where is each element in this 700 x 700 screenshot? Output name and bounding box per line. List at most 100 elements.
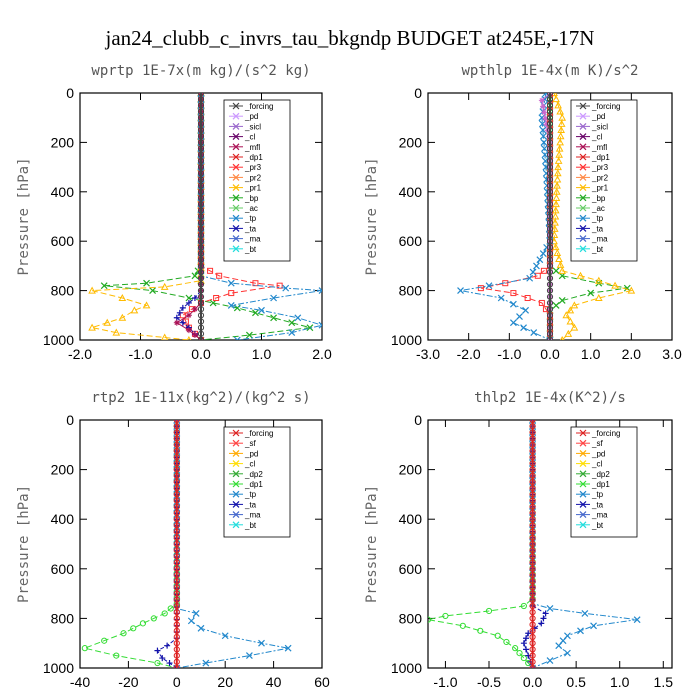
y-tick-label: 600 <box>51 561 75 577</box>
series-marker <box>552 200 560 208</box>
panel-title: wprtp 1E-7x(m kg)/(s^2 kg) <box>91 63 310 79</box>
y-tick-label: 400 <box>399 184 423 200</box>
series-marker <box>534 272 541 279</box>
series-marker <box>509 300 517 308</box>
series-marker <box>529 565 536 572</box>
series-marker <box>197 133 205 140</box>
series-marker <box>187 617 195 625</box>
series-marker <box>173 478 180 486</box>
series-marker <box>503 638 510 646</box>
series-marker <box>529 633 536 641</box>
series-group <box>81 420 292 668</box>
series-marker <box>546 281 554 288</box>
series-marker <box>477 627 484 634</box>
series-marker <box>546 231 554 239</box>
series-marker <box>546 318 554 325</box>
series-marker <box>173 652 180 659</box>
y-tick-label: 1000 <box>391 660 422 676</box>
legend-marker <box>579 122 587 130</box>
series-marker <box>270 294 278 302</box>
series-marker <box>529 553 536 560</box>
series-marker <box>540 615 547 622</box>
series-marker <box>529 571 536 579</box>
series-marker <box>546 299 554 307</box>
chart-panel-4: thlp2 1E-4x(K^2)/s Pressure [hPa] 0 200 400 6… <box>364 390 673 690</box>
series-marker <box>529 559 536 566</box>
series-marker <box>529 609 536 616</box>
y-tick-label: 400 <box>51 511 75 527</box>
series-marker <box>173 596 180 603</box>
series-marker <box>113 652 120 659</box>
legend-marker <box>232 214 240 222</box>
series-line-pr3 <box>182 93 280 340</box>
series-marker <box>88 286 96 294</box>
series-marker <box>497 294 505 302</box>
series-marker <box>564 649 571 657</box>
legend-marker <box>232 204 240 212</box>
series-marker <box>546 275 554 282</box>
series-marker <box>546 108 554 115</box>
series-marker <box>546 182 554 189</box>
series-marker <box>167 605 174 612</box>
x-tick-label: 0.5 <box>566 674 586 690</box>
series-marker <box>546 139 554 146</box>
legend-label: _pd <box>591 112 605 121</box>
series-marker <box>173 497 180 504</box>
series-marker <box>173 646 180 653</box>
series-marker <box>553 181 561 189</box>
series-marker <box>520 324 527 332</box>
series-marker <box>546 151 554 158</box>
series-marker <box>552 267 560 275</box>
series-marker <box>529 652 536 659</box>
legend-marker <box>232 511 240 519</box>
y-tick-label: 200 <box>399 134 423 150</box>
plot-frame <box>427 419 673 669</box>
legend-marker <box>232 224 240 232</box>
series-marker <box>173 640 180 647</box>
series-marker <box>558 266 567 274</box>
y-tick-label: 600 <box>399 233 423 249</box>
series-marker <box>173 528 180 535</box>
series-marker <box>197 201 205 208</box>
series-marker <box>546 306 554 313</box>
series-marker <box>529 646 536 653</box>
series-marker <box>173 658 180 665</box>
series-marker <box>197 275 205 282</box>
series-marker <box>529 454 536 461</box>
y-tick-label: 1000 <box>43 332 74 348</box>
series-marker <box>539 126 547 134</box>
series-marker <box>149 287 157 295</box>
series-marker <box>542 115 549 122</box>
y-tick-label: 800 <box>399 283 423 299</box>
series-marker <box>160 282 169 290</box>
series-line-tp <box>460 93 551 340</box>
series-marker <box>539 132 547 140</box>
series-marker <box>546 225 554 232</box>
series-marker <box>173 633 180 641</box>
series-marker <box>197 207 205 214</box>
series-marker <box>197 281 205 288</box>
series-marker <box>587 289 595 297</box>
legend-label: _forcing <box>591 102 620 111</box>
series-marker <box>546 312 554 319</box>
series-marker <box>529 664 536 668</box>
series-marker <box>556 132 565 140</box>
chart-panel-2: wpthlp 1E-4x(m K)/s^2 Pressure [hPa] 0 200 4… <box>364 63 682 362</box>
x-tick-label: 60 <box>314 674 330 690</box>
legend-label: _tp <box>244 214 257 223</box>
series-marker <box>546 145 554 152</box>
series-marker <box>164 642 171 649</box>
series-marker <box>173 472 180 479</box>
series-marker <box>525 630 532 637</box>
series-marker <box>546 268 554 276</box>
series-marker <box>546 657 554 664</box>
series-marker <box>539 250 547 257</box>
series-marker <box>530 329 538 337</box>
legend-label: _tp <box>591 214 604 223</box>
series-marker <box>529 534 536 541</box>
y-tick-label: 800 <box>51 610 75 626</box>
legend-label: _forcing <box>244 429 273 438</box>
series-marker <box>197 188 205 195</box>
series-marker <box>529 528 536 535</box>
